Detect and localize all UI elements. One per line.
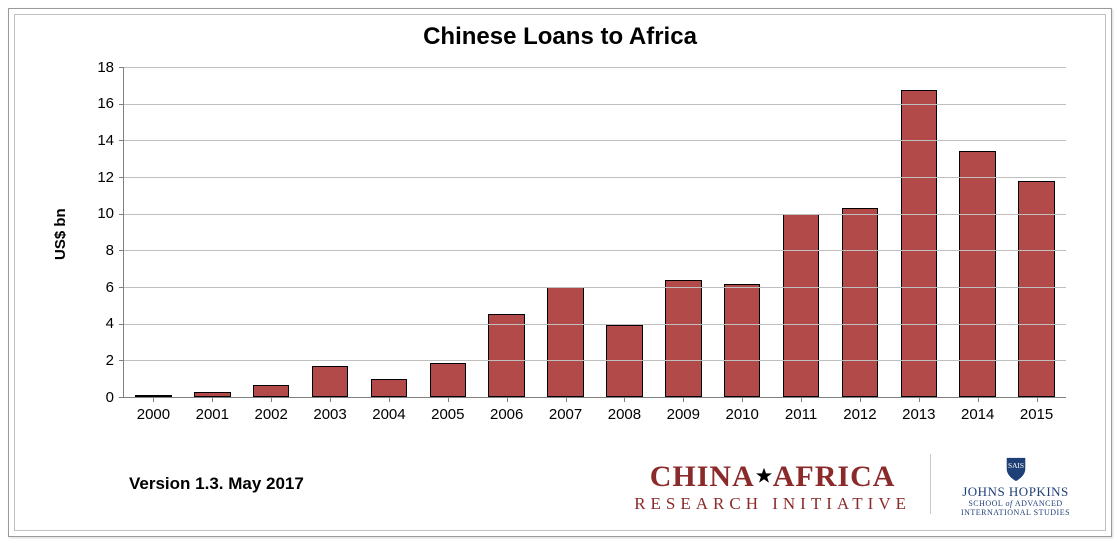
page-root: Chinese Loans to Africa 0246810121416182… [0, 0, 1118, 543]
x-tick-label: 2007 [536, 406, 595, 423]
brand-top-line: CHINA AFRICA [634, 460, 911, 496]
brand-word-africa: AFRICA [773, 460, 896, 493]
gridline [124, 140, 1066, 141]
bar [430, 363, 467, 397]
johns-hopkins-logo: SAIS JOHNS HOPKINS SCHOOL of ADVANCED IN… [938, 456, 1093, 518]
plot-area: 0246810121416182000200120022003200420052… [124, 67, 1066, 397]
y-tick [119, 104, 124, 105]
y-tick-label: 0 [74, 389, 114, 406]
x-tick-label: 2008 [595, 406, 654, 423]
gridline [124, 214, 1066, 215]
y-tick [119, 214, 124, 215]
y-tick [119, 250, 124, 251]
jh-name: JOHNS HOPKINS [938, 484, 1093, 500]
version-label: Version 1.3. May 2017 [129, 474, 304, 494]
y-tick-label: 6 [74, 279, 114, 296]
bar [724, 284, 761, 397]
y-tick [119, 287, 124, 288]
gridline [124, 287, 1066, 288]
bar [842, 208, 879, 397]
y-tick-label: 10 [74, 205, 114, 222]
brand-word-china: CHINA [650, 460, 755, 493]
jh-sub-line-2: INTERNATIONAL STUDIES [938, 509, 1093, 518]
x-tick-label: 2002 [242, 406, 301, 423]
x-tick-label: 2005 [418, 406, 477, 423]
gridline [124, 250, 1066, 251]
bar [253, 385, 290, 397]
brand-logo: CHINA AFRICA RESEARCH INITIATIVE [634, 460, 911, 514]
bar [488, 314, 525, 397]
shield-icon: SAIS [1003, 456, 1029, 482]
y-tick [119, 67, 124, 68]
x-tick-label: 2015 [1007, 406, 1066, 423]
x-tick-label: 2009 [654, 406, 713, 423]
brand-divider [930, 454, 931, 514]
x-tick-label: 2013 [889, 406, 948, 423]
x-tick-label: 2004 [360, 406, 419, 423]
bar [312, 366, 349, 397]
bar [547, 287, 584, 397]
y-tick-label: 14 [74, 132, 114, 149]
bar [901, 90, 938, 397]
star-icon [755, 459, 773, 493]
y-tick-label: 12 [74, 169, 114, 186]
y-axis-title: US$ bn [52, 208, 69, 260]
bar [371, 379, 408, 397]
x-tick-label: 2014 [948, 406, 1007, 423]
chart-panel: Chinese Loans to Africa 0246810121416182… [8, 8, 1112, 537]
gridline [124, 67, 1066, 68]
y-tick-label: 4 [74, 315, 114, 332]
bar [665, 280, 702, 397]
shield-text: SAIS [1007, 461, 1023, 470]
x-tick-label: 2012 [831, 406, 890, 423]
chart-title: Chinese Loans to Africa [9, 23, 1111, 51]
gridline [124, 360, 1066, 361]
bar [783, 214, 820, 397]
x-tick-label: 2011 [772, 406, 831, 423]
y-tick [119, 177, 124, 178]
x-tick-label: 2001 [183, 406, 242, 423]
x-tick-label: 2010 [713, 406, 772, 423]
y-tick-label: 16 [74, 95, 114, 112]
y-tick-label: 2 [74, 352, 114, 369]
gridline [124, 104, 1066, 105]
gridline [124, 324, 1066, 325]
x-tick-label: 2003 [301, 406, 360, 423]
y-tick-label: 18 [74, 59, 114, 76]
x-tick-label: 2006 [477, 406, 536, 423]
y-tick [119, 324, 124, 325]
y-tick [119, 360, 124, 361]
y-tick [119, 140, 124, 141]
y-tick-label: 8 [74, 242, 114, 259]
brand-sub-line: RESEARCH INITIATIVE [634, 494, 911, 514]
bars-container [124, 67, 1066, 397]
x-tick-label: 2000 [124, 406, 183, 423]
gridline [124, 177, 1066, 178]
x-axis-line [124, 397, 1066, 398]
